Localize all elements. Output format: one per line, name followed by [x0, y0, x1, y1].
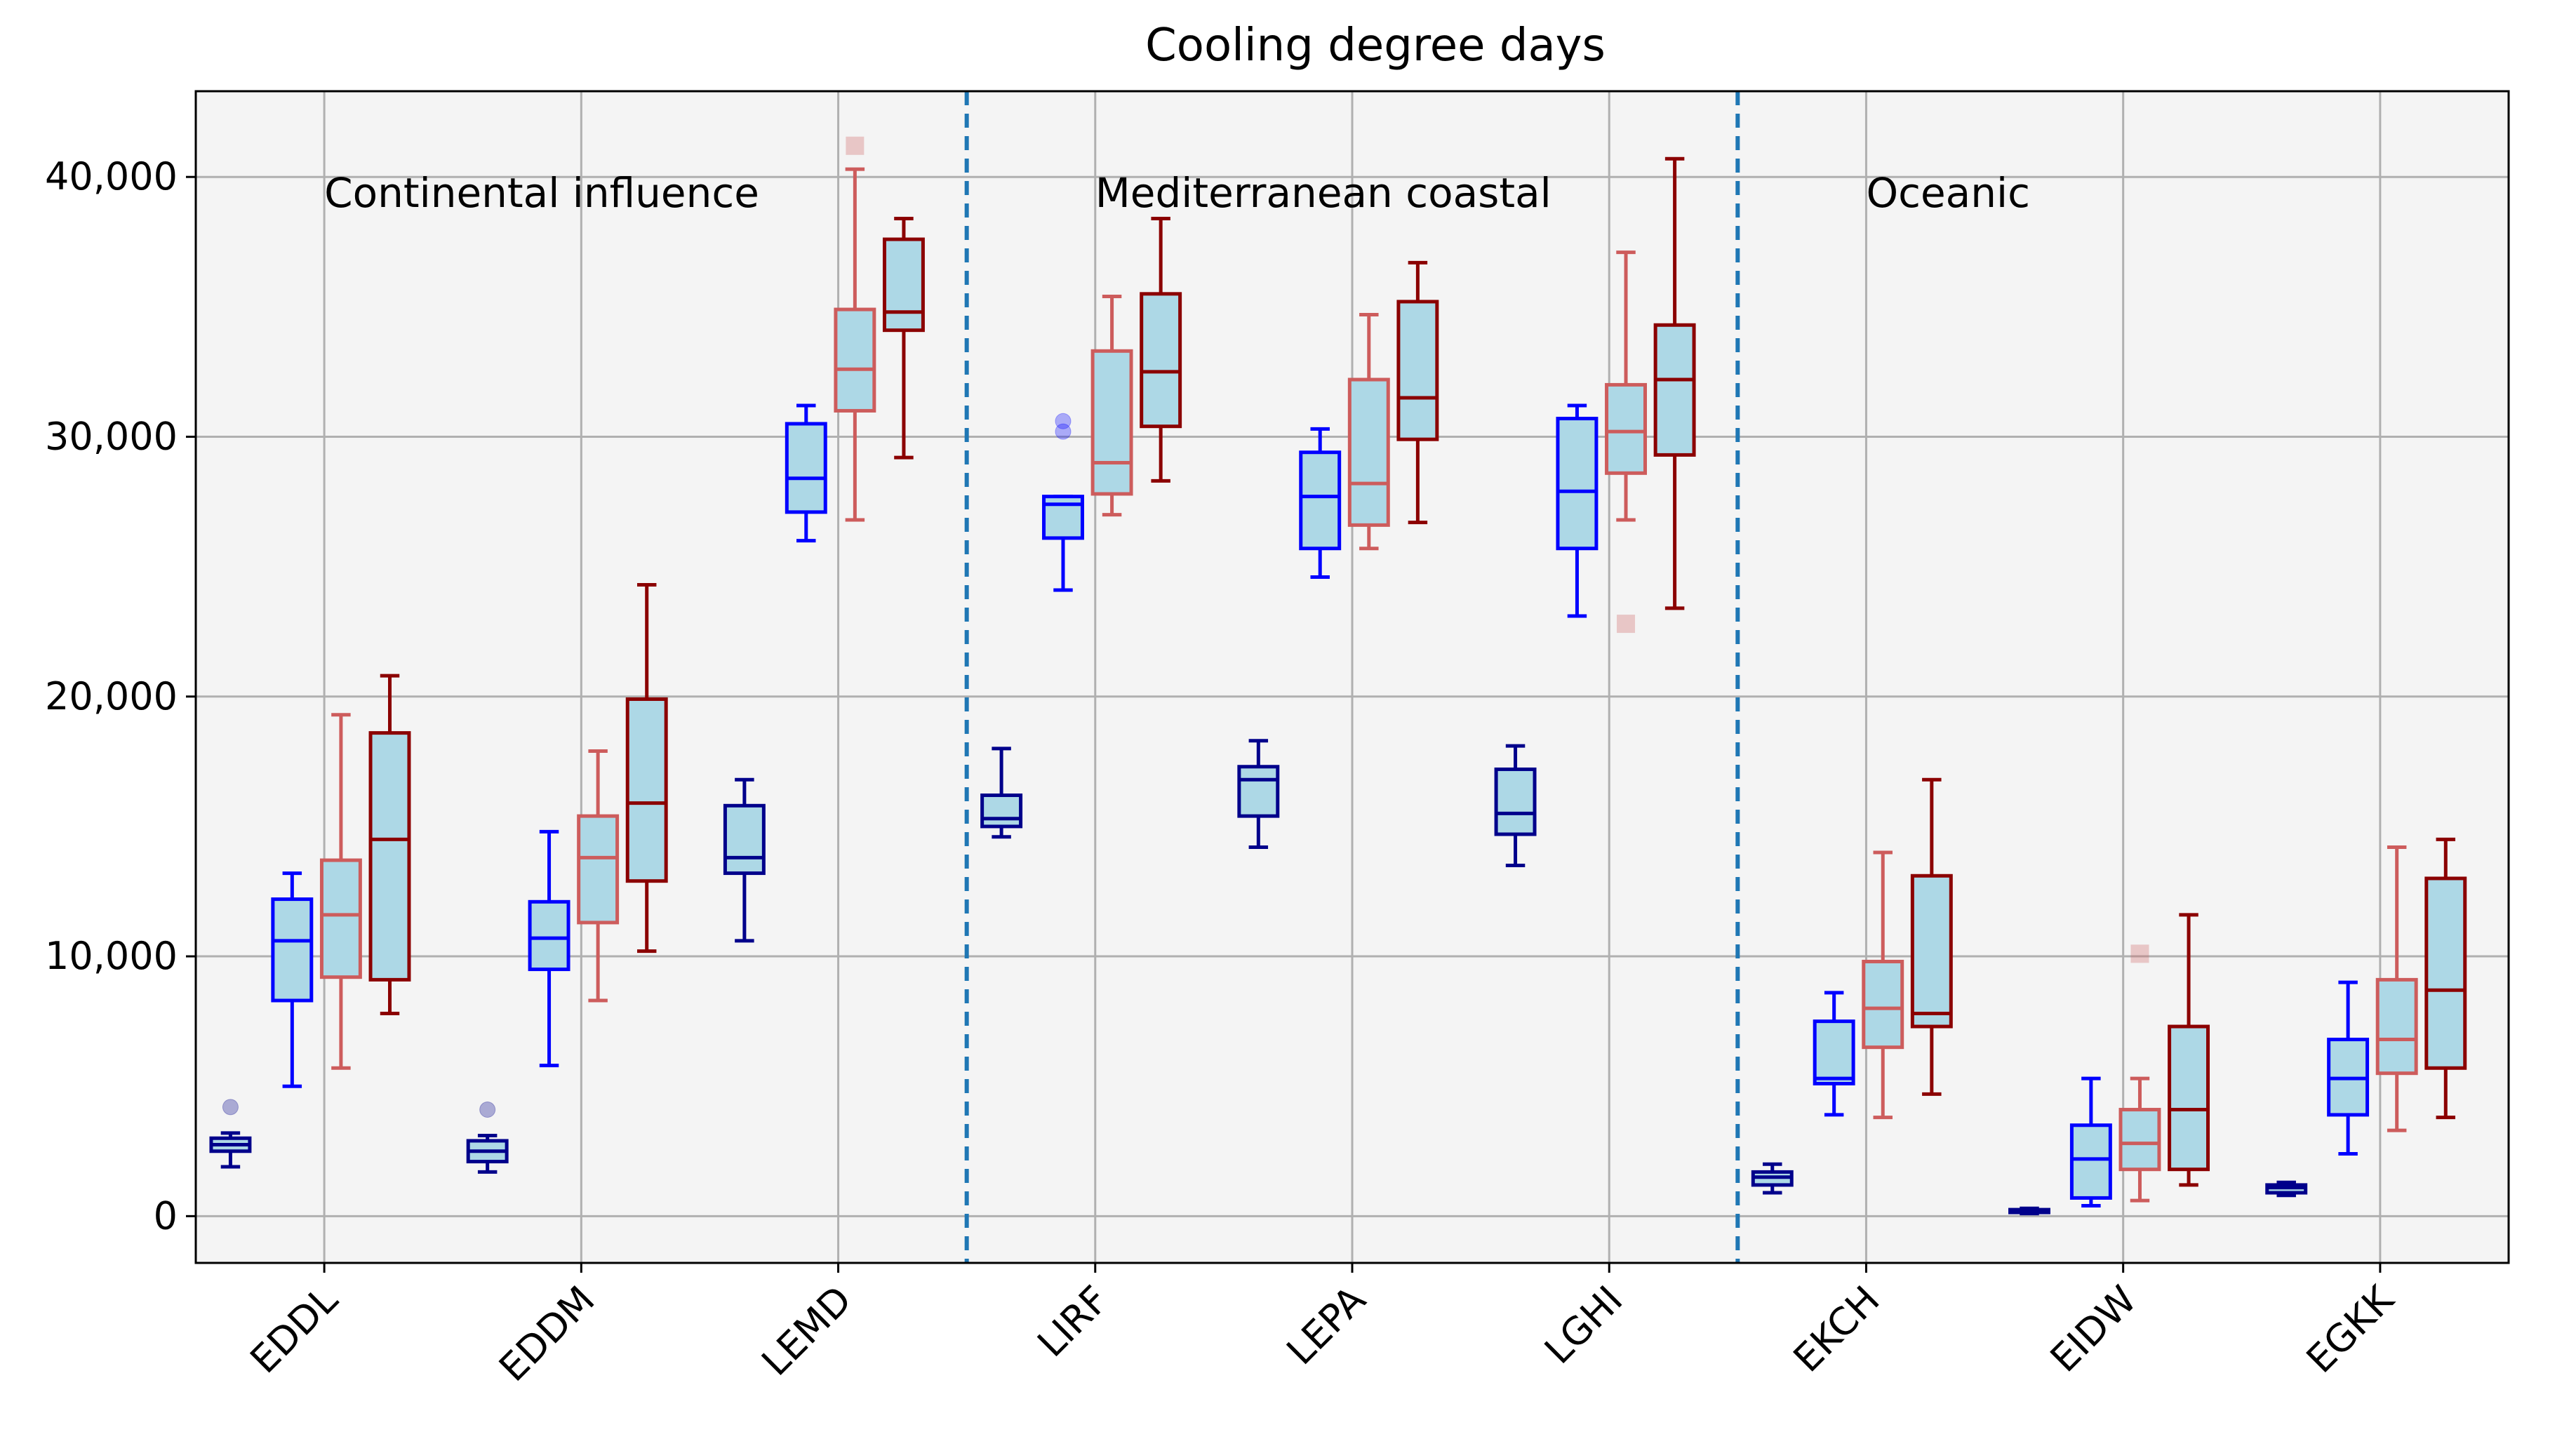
box-iqr	[1090, 349, 1133, 496]
y-tick-label: 30,000	[45, 414, 178, 458]
box-lepa-series-1	[1237, 739, 1280, 850]
outlier-point	[1617, 615, 1636, 634]
box-lemd-series-2	[785, 403, 827, 543]
region-label: Mediterranean coastal	[1095, 169, 1551, 217]
box-eidw-series-4	[2168, 913, 2210, 1187]
box-egkk-series-4	[2424, 837, 2467, 1120]
box-lghi-series-1	[1494, 744, 1537, 867]
box-iqr	[1910, 874, 1953, 1029]
y-tick-label: 10,000	[45, 934, 178, 978]
box-lemd-series-3	[834, 136, 876, 522]
box-ekch-series-2	[1813, 991, 1855, 1117]
outlier-point	[479, 1102, 496, 1118]
y-axis-ticks: 0 10,000 20,000 30,000 40,000	[45, 154, 196, 1238]
box-iqr	[723, 803, 766, 876]
box-iqr	[980, 793, 1023, 829]
box-egkk-series-3	[2375, 845, 2418, 1132]
box-lirf-series-1	[980, 747, 1023, 839]
box-iqr	[2168, 1024, 2210, 1172]
y-tick-label: 20,000	[45, 674, 178, 718]
box-eddm-series-2	[528, 829, 570, 1068]
box-eidw-series-1	[2008, 1206, 2050, 1216]
box-iqr	[1653, 323, 1696, 457]
outlier-point	[846, 136, 865, 155]
box-iqr	[2069, 1123, 2112, 1200]
box-lirf-series-4	[1140, 216, 1182, 483]
y-tick-label: 40,000	[45, 154, 178, 199]
grid-lines	[196, 91, 2509, 1263]
box-eddm-series-3	[577, 749, 620, 1003]
box-iqr	[1237, 765, 1280, 818]
box-lepa-series-2	[1299, 427, 1342, 579]
box-lghi-series-3	[1605, 250, 1647, 634]
box-ekch-series-1	[1751, 1162, 1794, 1195]
box-iqr	[319, 858, 362, 979]
box-lepa-series-4	[1396, 260, 1439, 525]
box-iqr	[1396, 300, 1439, 441]
outlier-point	[222, 1099, 239, 1116]
box-lirf-series-2	[1042, 413, 1084, 592]
outlier-point	[1055, 413, 1072, 429]
box-iqr	[1140, 292, 1182, 429]
box-iqr	[1605, 382, 1647, 475]
box-iqr	[785, 422, 827, 514]
box-iqr	[2424, 876, 2467, 1070]
box-eidw-series-2	[2069, 1076, 2112, 1208]
box-egkk-series-1	[2265, 1180, 2308, 1198]
region-label: Continental influence	[324, 169, 759, 217]
box-iqr	[1494, 767, 1537, 836]
box-lghi-series-2	[1556, 403, 1599, 618]
outlier-point	[1055, 423, 1072, 440]
box-iqr	[577, 814, 620, 925]
box-iqr	[2375, 977, 2418, 1076]
box-iqr	[1347, 377, 1390, 527]
outlier-point	[2130, 944, 2149, 963]
region-labels: Continental influence Mediterranean coast…	[324, 169, 2030, 217]
box-iqr	[368, 731, 411, 982]
box-eddm-series-4	[625, 583, 668, 953]
box-lghi-series-4	[1653, 156, 1696, 610]
box-lemd-series-4	[882, 216, 925, 460]
box-lirf-series-3	[1090, 295, 1133, 517]
y-tick-label: 0	[154, 1193, 178, 1238]
box-ekch-series-3	[1862, 850, 1904, 1120]
box-eddl-series-2	[271, 871, 314, 1088]
box-eddl-series-1	[209, 1099, 252, 1169]
box-eddl-series-4	[368, 674, 411, 1016]
box-eidw-series-3	[2118, 944, 2161, 1203]
box-lemd-series-1	[723, 777, 766, 943]
region-label: Oceanic	[1866, 169, 2030, 217]
box-eddl-series-3	[319, 713, 362, 1070]
box-iqr	[528, 899, 570, 972]
box-iqr	[625, 697, 668, 883]
box-iqr	[2118, 1108, 2161, 1172]
box-iqr	[1556, 417, 1599, 551]
box-eddm-series-1	[466, 1102, 509, 1174]
region-separators	[964, 91, 1740, 1263]
box-series	[209, 136, 2467, 1216]
box-iqr	[1813, 1019, 1855, 1086]
box-lepa-series-3	[1347, 312, 1390, 551]
box-egkk-series-2	[2327, 980, 2370, 1156]
box-iqr	[882, 237, 925, 333]
box-iqr	[1299, 450, 1342, 551]
box-iqr	[1862, 959, 1904, 1050]
chart-title: Cooling degree days	[1145, 20, 1606, 72]
box-iqr	[834, 307, 876, 413]
box-iqr	[271, 897, 314, 1003]
box-ekch-series-4	[1910, 777, 1953, 1096]
